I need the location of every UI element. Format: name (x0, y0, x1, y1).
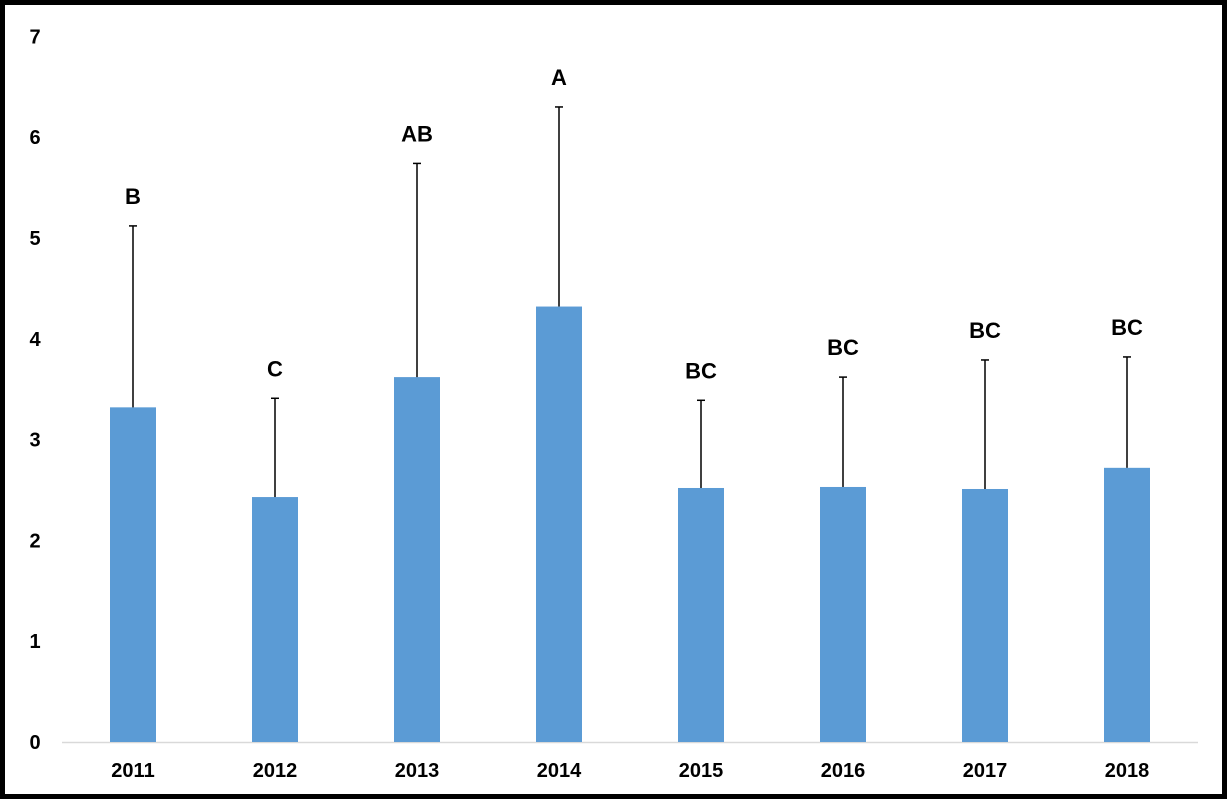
y-tick-label: 1 (29, 631, 40, 653)
bar (820, 486, 866, 742)
y-axis: 0 1 2 3 4 5 6 7 (29, 26, 41, 754)
x-axis: 2011 2012 2013 2014 2015 2016 2017 2018 (111, 760, 1149, 782)
bar (252, 497, 298, 742)
bars (110, 306, 1150, 742)
x-tick-label: 2013 (395, 760, 440, 782)
y-tick-label: 3 (29, 430, 40, 452)
significance-label: BC (827, 335, 859, 360)
bar (536, 306, 582, 742)
x-tick-label: 2018 (1105, 760, 1150, 782)
y-tick-label: 7 (29, 26, 40, 48)
y-tick-label: 4 (29, 329, 41, 351)
significance-label: BC (685, 358, 717, 383)
error-bars (129, 106, 1131, 498)
x-tick-label: 2017 (963, 760, 1008, 782)
bar (962, 488, 1008, 742)
significance-label: AB (401, 121, 433, 146)
significance-label: C (267, 356, 283, 381)
y-tick-label: 0 (29, 732, 40, 754)
bar (1104, 467, 1150, 742)
y-tick-label: 5 (29, 228, 40, 250)
x-tick-label: 2015 (679, 760, 724, 782)
x-tick-label: 2016 (821, 760, 866, 782)
x-tick-label: 2014 (537, 760, 582, 782)
x-tick-label: 2012 (253, 760, 298, 782)
bar (110, 407, 156, 742)
significance-label: BC (1111, 315, 1143, 340)
significance-label: BC (969, 318, 1001, 343)
y-tick-label: 6 (29, 127, 40, 149)
significance-label: A (551, 65, 567, 90)
significance-label: B (125, 184, 141, 209)
x-tick-label: 2011 (111, 760, 154, 782)
bar (678, 487, 724, 742)
y-tick-label: 2 (29, 530, 40, 552)
bar (394, 377, 440, 742)
